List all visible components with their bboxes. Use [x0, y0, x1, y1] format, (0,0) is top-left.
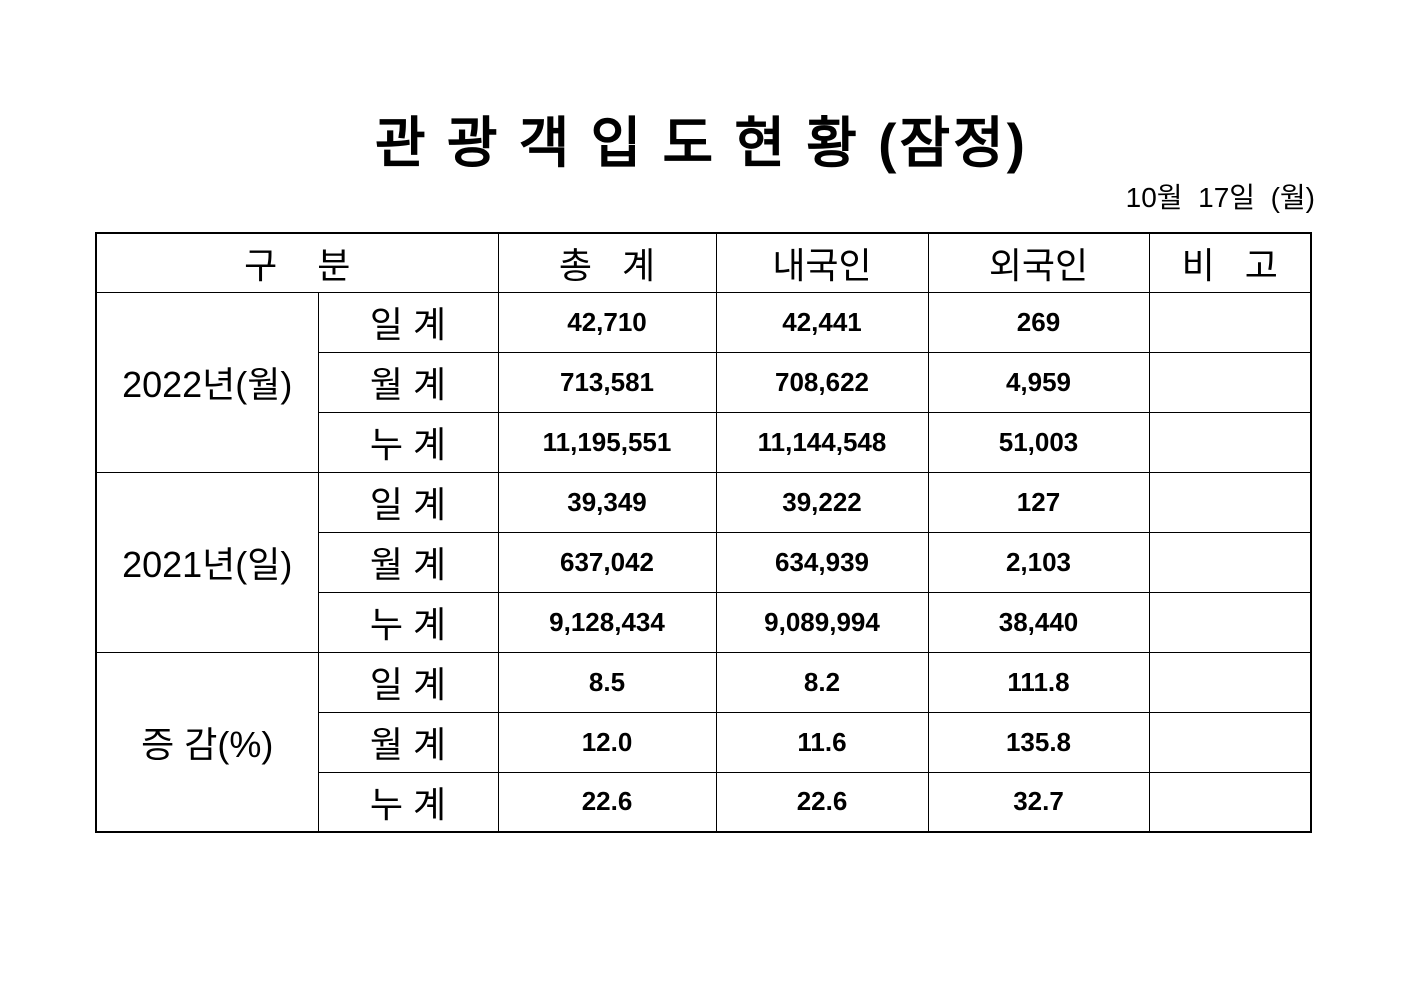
cell-domestic: 39,222 — [715, 471, 929, 533]
cell-total: 9,128,434 — [497, 591, 717, 653]
row-label-daily: 일 계 — [317, 651, 499, 713]
cell-domestic: 42,441 — [715, 291, 929, 353]
table-row: 누 계 11,195,551 11,144,548 51,003 — [96, 411, 1312, 473]
cell-total: 42,710 — [497, 291, 717, 353]
cell-foreign: 32.7 — [927, 771, 1150, 833]
cell-domestic: 634,939 — [715, 531, 929, 593]
row-label-monthly: 월 계 — [317, 531, 499, 593]
cell-remarks — [1148, 471, 1312, 533]
cell-domestic: 9,089,994 — [715, 591, 929, 653]
table-row: 누 계 9,128,434 9,089,994 38,440 — [96, 591, 1312, 653]
cell-total: 12.0 — [497, 711, 717, 773]
cell-remarks — [1148, 651, 1312, 713]
row-label-daily: 일 계 — [317, 471, 499, 533]
cell-total: 22.6 — [497, 771, 717, 833]
report-date: 10월 17일 (월) — [1125, 182, 1315, 213]
table-row: 월 계 637,042 634,939 2,103 — [96, 531, 1312, 593]
cell-foreign: 2,103 — [927, 531, 1150, 593]
cell-foreign: 127 — [927, 471, 1150, 533]
cell-domestic: 22.6 — [715, 771, 929, 833]
document-title: 관 광 객 입 도 현 황 (잠정) — [375, 112, 1028, 174]
cell-remarks — [1148, 591, 1312, 653]
cell-remarks — [1148, 291, 1312, 353]
cell-remarks — [1148, 351, 1312, 413]
cell-total: 713,581 — [497, 351, 717, 413]
table-row: 누 계 22.6 22.6 32.7 — [96, 771, 1312, 833]
cell-remarks — [1148, 711, 1312, 773]
cell-foreign: 111.8 — [927, 651, 1150, 713]
cell-domestic: 8.2 — [715, 651, 929, 713]
row-label-cumulative: 누 계 — [317, 591, 499, 653]
cell-total: 637,042 — [497, 531, 717, 593]
header-category: 구 분 — [95, 232, 499, 293]
header-domestic: 내국인 — [715, 232, 929, 293]
header-total: 총 계 — [497, 232, 717, 293]
cell-total: 8.5 — [497, 651, 717, 713]
table-row: 월 계 12.0 11.6 135.8 — [96, 711, 1312, 773]
cell-foreign: 269 — [927, 291, 1150, 353]
cell-domestic: 708,622 — [715, 351, 929, 413]
row-label-cumulative: 누 계 — [317, 771, 499, 833]
cell-domestic: 11.6 — [715, 711, 929, 773]
tourist-arrivals-table: 구 분 총 계 내국인 외국인 비 고 2022년(월) 일 계 42,710 … — [95, 232, 1312, 833]
cell-foreign: 38,440 — [927, 591, 1150, 653]
cell-remarks — [1148, 531, 1312, 593]
cell-total: 11,195,551 — [497, 411, 717, 473]
header-remarks: 비 고 — [1148, 232, 1312, 293]
cell-foreign: 4,959 — [927, 351, 1150, 413]
group-label-2021: 2021년(일) — [95, 471, 319, 653]
row-label-monthly: 월 계 — [317, 351, 499, 413]
header-foreign: 외국인 — [927, 232, 1150, 293]
row-label-daily: 일 계 — [317, 291, 499, 353]
cell-total: 39,349 — [497, 471, 717, 533]
table-header-row: 구 분 총 계 내국인 외국인 비 고 — [95, 232, 1312, 293]
cell-foreign: 135.8 — [927, 711, 1150, 773]
cell-remarks — [1148, 771, 1312, 833]
table-row: 2022년(월) 일 계 42,710 42,441 269 — [95, 291, 1312, 473]
row-label-monthly: 월 계 — [317, 711, 499, 773]
table-row: 증 감(%) 일 계 8.5 8.2 111.8 — [95, 651, 1312, 833]
table-row: 2021년(일) 일 계 39,349 39,222 127 — [95, 471, 1312, 653]
row-label-cumulative: 누 계 — [317, 411, 499, 473]
group-label-change-pct: 증 감(%) — [95, 651, 319, 833]
cell-foreign: 51,003 — [927, 411, 1150, 473]
cell-domestic: 11,144,548 — [715, 411, 929, 473]
group-label-2022: 2022년(월) — [95, 291, 319, 473]
cell-remarks — [1148, 411, 1312, 473]
